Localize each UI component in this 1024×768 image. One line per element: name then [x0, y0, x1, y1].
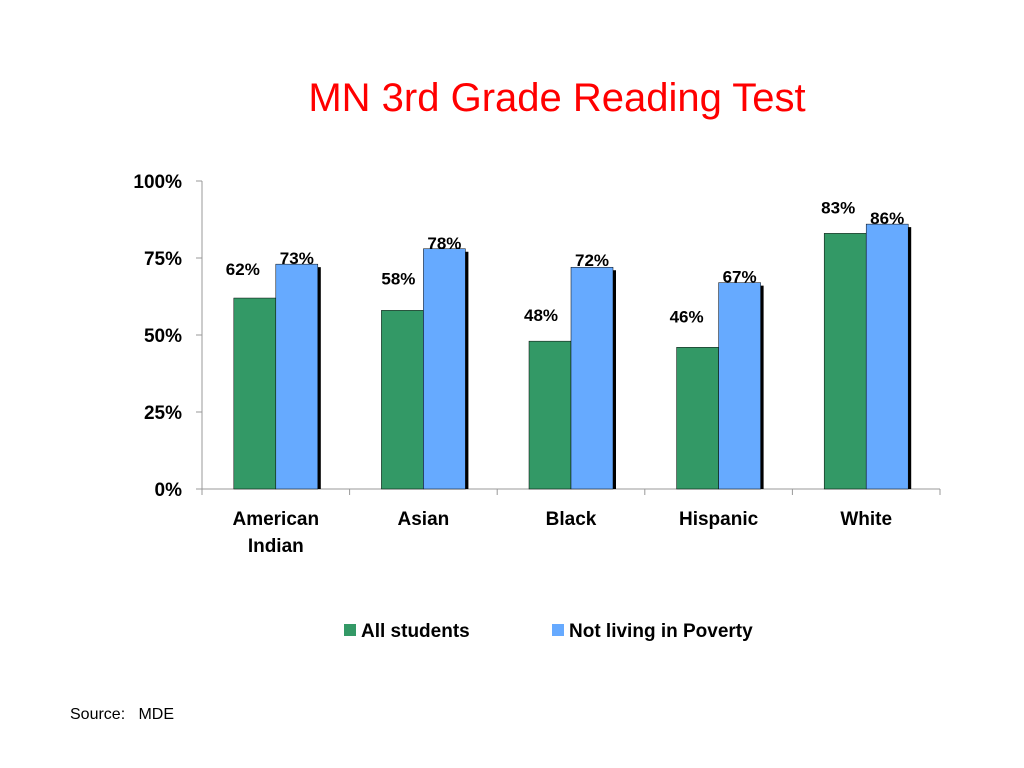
data-label: 86%	[870, 209, 904, 228]
bar-all-students	[233, 297, 277, 490]
bar-all-students	[676, 347, 719, 490]
y-tick-label: 100%	[133, 172, 182, 193]
x-tick-label: White	[840, 509, 892, 530]
x-tick-label: Hispanic	[679, 509, 759, 530]
y-tick-label: 50%	[144, 326, 182, 347]
data-label: 72%	[575, 251, 609, 270]
y-tick-label: 75%	[144, 249, 182, 270]
source-note: Source: MDE	[70, 706, 175, 723]
bar-not-living-in-poverty	[423, 248, 466, 490]
data-label: 83%	[821, 198, 855, 217]
data-label: 67%	[723, 268, 757, 287]
chart-title: MN 3rd Grade Reading Test	[308, 76, 806, 120]
data-label: 73%	[280, 249, 314, 268]
x-tick-label: Indian	[248, 536, 304, 557]
data-label: 62%	[226, 260, 260, 279]
x-tick-label: Asian	[398, 509, 450, 530]
legend-label: All students	[361, 621, 470, 642]
data-label: 58%	[381, 269, 415, 288]
legend-swatch	[552, 624, 564, 636]
legend-label: Not living in Poverty	[569, 621, 753, 642]
bar-not-living-in-poverty	[865, 223, 909, 490]
data-label: 48%	[524, 306, 558, 325]
data-label: 78%	[427, 234, 461, 253]
bar-not-living-in-poverty	[570, 266, 614, 490]
bar-all-students	[528, 340, 572, 490]
x-tick-label: Black	[546, 509, 597, 530]
bar-not-living-in-poverty	[275, 263, 319, 490]
legend-swatch	[344, 624, 356, 636]
y-tick-label: 0%	[155, 480, 183, 501]
x-tick-label: American	[232, 509, 319, 530]
bar-all-students	[381, 310, 424, 490]
bar-not-living-in-poverty	[718, 282, 761, 490]
y-tick-label: 25%	[144, 403, 182, 424]
bar-all-students	[823, 233, 867, 490]
data-label: 46%	[670, 307, 704, 326]
